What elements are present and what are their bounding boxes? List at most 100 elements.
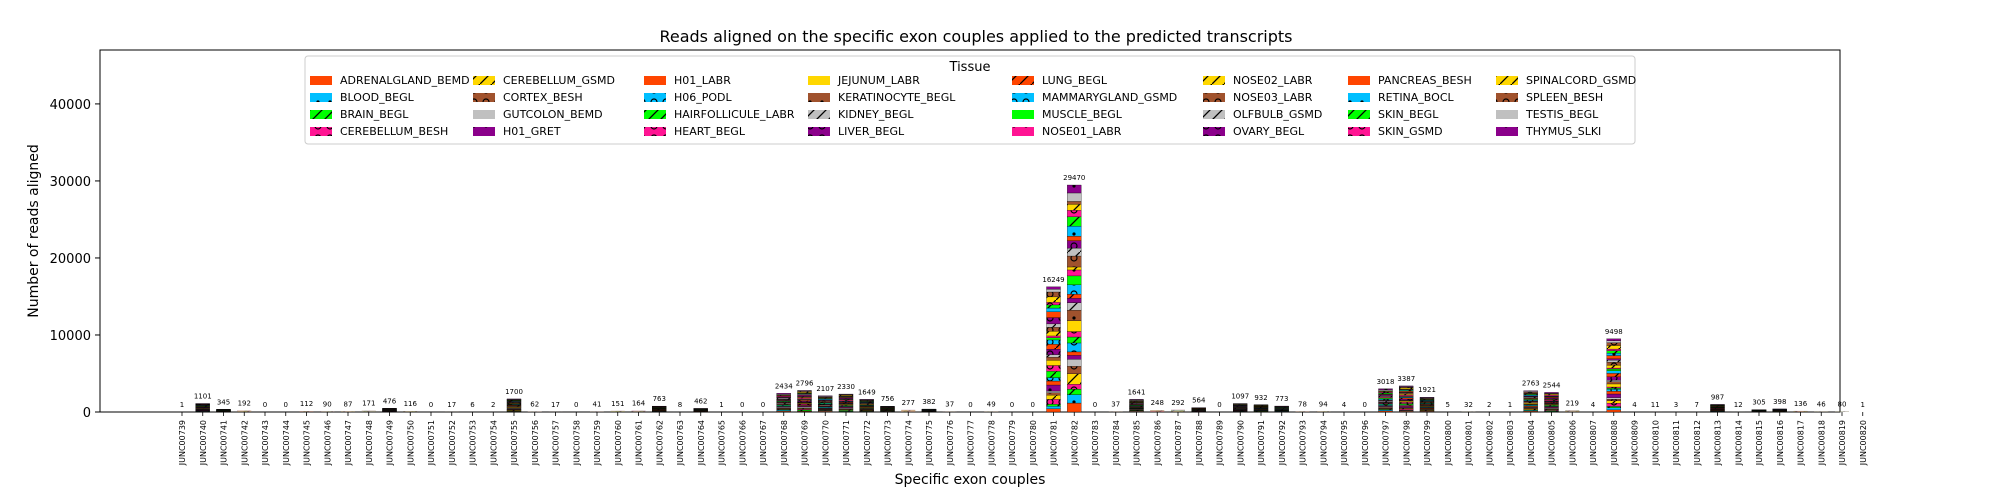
legend-label: SKIN_GSMD [1378,125,1443,138]
bar-total-label: 37 [945,401,954,409]
bar-group: 12 [1731,401,1746,412]
legend-entry: SPINALCORD_GSMD [1496,74,1636,87]
x-tick-label: JUNC00788 [1195,420,1204,466]
bar-segment [1067,284,1082,295]
legend-swatch [1348,110,1370,119]
bar-total-label: 0 [284,401,288,409]
legend-entry: HEART_BEGL [644,125,746,138]
bar-segment [1046,337,1061,341]
bar-segment [1399,397,1414,400]
bar-segment [818,395,833,397]
bar-segment [1378,388,1393,390]
bar-total-label: 8 [678,401,682,409]
bar-segment [1046,406,1061,409]
bar-segment [1606,376,1621,381]
bar-group: 292 [1171,399,1185,412]
bar-segment [1046,394,1061,400]
bar-group: 2 [486,401,501,412]
legend-label: TESTIS_BEGL [1525,108,1599,121]
bar-group: 0 [1010,401,1014,409]
bar-segment [1067,359,1082,367]
bar-group: 1097 [1231,393,1249,413]
bar-total-label: 3 [1674,401,1678,409]
bar-total-label: 0 [740,401,744,409]
legend-swatch [1203,127,1225,136]
bar-total-label: 0 [1010,401,1014,409]
x-tick-label: JUNC00742 [240,420,249,466]
bar-total-label: 3387 [1397,375,1415,383]
x-tick-label: JUNC00804 [1527,420,1536,466]
bar-group: 1101 [194,393,212,413]
bar-segment [1067,355,1082,360]
x-tick-label: JUNC00817 [1797,420,1806,466]
bar-segment [1067,184,1082,194]
x-tick-label: JUNC00818 [1817,420,1826,466]
bar-total-label: 17 [551,401,560,409]
bar-segment [1067,402,1082,413]
legend-swatch [644,110,666,119]
bar-group: 0 [968,401,972,409]
bar-total-label: 46 [1817,401,1826,409]
legend-swatch [1496,76,1518,85]
x-tick-label: JUNC00783 [1091,420,1100,466]
x-tick-label: JUNC00815 [1755,420,1764,466]
y-axis-label: Number of reads aligned [26,144,42,318]
chart-title: Reads aligned on the specific exon coupl… [659,27,1292,46]
bar-segment [1399,409,1414,411]
bar-segment [1606,370,1621,374]
bar-segment [1606,359,1621,363]
x-tick-label: JUNC00777 [967,420,976,466]
bar-total-label: 29470 [1063,174,1085,182]
bar-total-label: 136 [1794,400,1808,408]
legend-entry: TESTIS_BEGL [1496,108,1599,121]
legend-entry: LIVER_BEGL [808,125,905,138]
legend-entry: RETINA_BOCL [1348,91,1455,104]
bar-group: 5 [1440,401,1455,412]
x-tick-label: JUNC00754 [489,420,498,466]
bar-total-label: 2434 [775,382,793,390]
x-tick-label: JUNC00746 [323,420,332,466]
legend-swatch [310,110,332,119]
legend-label: PANCREAS_BESH [1378,74,1472,87]
legend-entry: H06_PODL [644,91,733,104]
bar-group: 1 [1855,401,1870,412]
bar-segment [1606,340,1621,343]
legend-label: BLOOD_BEGL [340,91,415,104]
bar-segment [1399,401,1414,403]
legend-label: KIDNEY_BEGL [838,108,914,121]
legend-entry: H01_LABR [644,74,731,87]
bar-segment [1067,255,1082,268]
legend-entry: LUNG_BEGL [1012,74,1108,87]
x-tick-label: JUNC00800 [1444,420,1453,466]
bar-total-label: 90 [323,400,332,408]
bar-total-label: 763 [653,395,666,403]
bar-segment [1378,398,1393,401]
legend-entry: MUSCLE_BEGL [1012,108,1123,121]
bar-segment [1067,210,1082,217]
bar-group: 2 [1482,401,1497,412]
bar-total-label: 476 [383,397,397,405]
bar-group: 41 [590,401,604,412]
legend-entry: OVARY_BEGL [1203,125,1305,138]
x-tick-label: JUNC00796 [1361,420,1370,466]
bar-total-label: 116 [404,400,418,408]
legend-entry: GUTCOLON_BEMD [473,108,603,121]
bar-segment [1046,408,1061,413]
legend-label: H01_LABR [674,74,731,87]
bar-total-label: 0 [1031,401,1035,409]
x-tick-label: JUNC00758 [572,420,581,466]
legend-entry: OLFBULB_GSMD [1203,108,1322,121]
x-tick-label: JUNC00744 [282,420,291,466]
bar-total-label: 62 [530,401,539,409]
bar-group: 0 [740,401,744,409]
bar-segment [1046,323,1061,328]
bar-group: 1700 [505,388,523,413]
x-tick-label: JUNC00761 [635,420,644,466]
bar-group: 345 [216,398,231,413]
bar-segment [797,406,812,409]
legend-swatch [310,93,332,102]
legend-entry: CORTEX_BESH [473,91,583,104]
bar-group: 171 [361,400,376,412]
bar-group: 773 [1274,395,1289,413]
bar-segment [1046,335,1061,338]
